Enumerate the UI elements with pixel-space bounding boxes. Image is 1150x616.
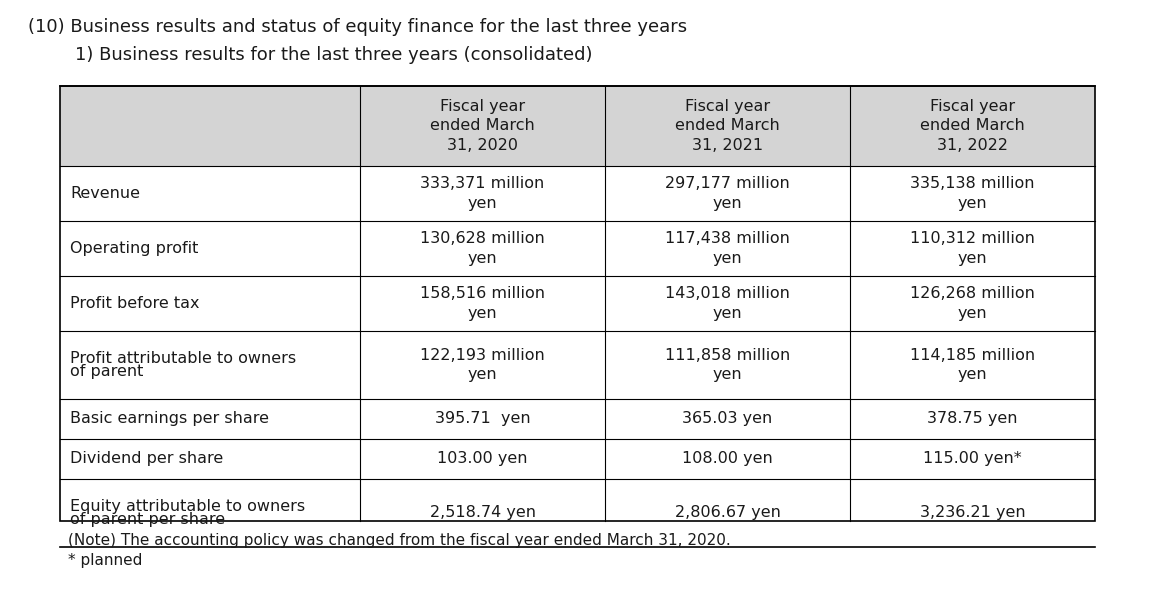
Text: 110,312 million
yen: 110,312 million yen (910, 231, 1035, 266)
Text: 297,177 million
yen: 297,177 million yen (665, 176, 790, 211)
Text: Basic earnings per share: Basic earnings per share (70, 411, 269, 426)
Text: 365.03 yen: 365.03 yen (682, 411, 773, 426)
Text: 333,371 million
yen: 333,371 million yen (421, 176, 545, 211)
Text: 335,138 million
yen: 335,138 million yen (911, 176, 1035, 211)
Text: 143,018 million
yen: 143,018 million yen (665, 286, 790, 321)
Text: 115.00 yen*: 115.00 yen* (923, 452, 1022, 466)
Text: 130,628 million
yen: 130,628 million yen (420, 231, 545, 266)
Text: Fiscal year
ended March
31, 2020: Fiscal year ended March 31, 2020 (430, 99, 535, 153)
Bar (60, 86, 1095, 166)
Text: Equity attributable to owners: Equity attributable to owners (70, 499, 305, 514)
Text: 103.00 yen: 103.00 yen (437, 452, 528, 466)
Text: of parent: of parent (70, 364, 144, 379)
Text: Profit before tax: Profit before tax (70, 296, 199, 311)
Text: 122,193 million
yen: 122,193 million yen (420, 347, 545, 383)
Text: Fiscal year
ended March
31, 2021: Fiscal year ended March 31, 2021 (675, 99, 780, 153)
Text: (Note) The accounting policy was changed from the fiscal year ended March 31, 20: (Note) The accounting policy was changed… (68, 533, 730, 548)
Text: 3,236.21 yen: 3,236.21 yen (920, 506, 1026, 521)
Text: 117,438 million
yen: 117,438 million yen (665, 231, 790, 266)
Text: (10) Business results and status of equity finance for the last three years: (10) Business results and status of equi… (28, 18, 688, 36)
Text: of parent per share: of parent per share (70, 512, 225, 527)
Text: Revenue: Revenue (70, 186, 140, 201)
Text: Operating profit: Operating profit (70, 241, 199, 256)
Text: 108.00 yen: 108.00 yen (682, 452, 773, 466)
Bar (60, 86, 1095, 521)
Text: 395.71  yen: 395.71 yen (435, 411, 530, 426)
Text: Fiscal year
ended March
31, 2022: Fiscal year ended March 31, 2022 (920, 99, 1025, 153)
Text: 126,268 million
yen: 126,268 million yen (910, 286, 1035, 321)
Text: 2,518.74 yen: 2,518.74 yen (429, 506, 536, 521)
Text: 1) Business results for the last three years (consolidated): 1) Business results for the last three y… (75, 46, 592, 64)
Text: 2,806.67 yen: 2,806.67 yen (675, 506, 781, 521)
Text: * planned: * planned (68, 554, 143, 569)
Text: 111,858 million
yen: 111,858 million yen (665, 347, 790, 383)
Text: 378.75 yen: 378.75 yen (927, 411, 1018, 426)
Text: 114,185 million
yen: 114,185 million yen (910, 347, 1035, 383)
Text: Dividend per share: Dividend per share (70, 452, 223, 466)
Bar (60, 86, 1095, 521)
Text: Profit attributable to owners: Profit attributable to owners (70, 351, 297, 366)
Text: 158,516 million
yen: 158,516 million yen (420, 286, 545, 321)
